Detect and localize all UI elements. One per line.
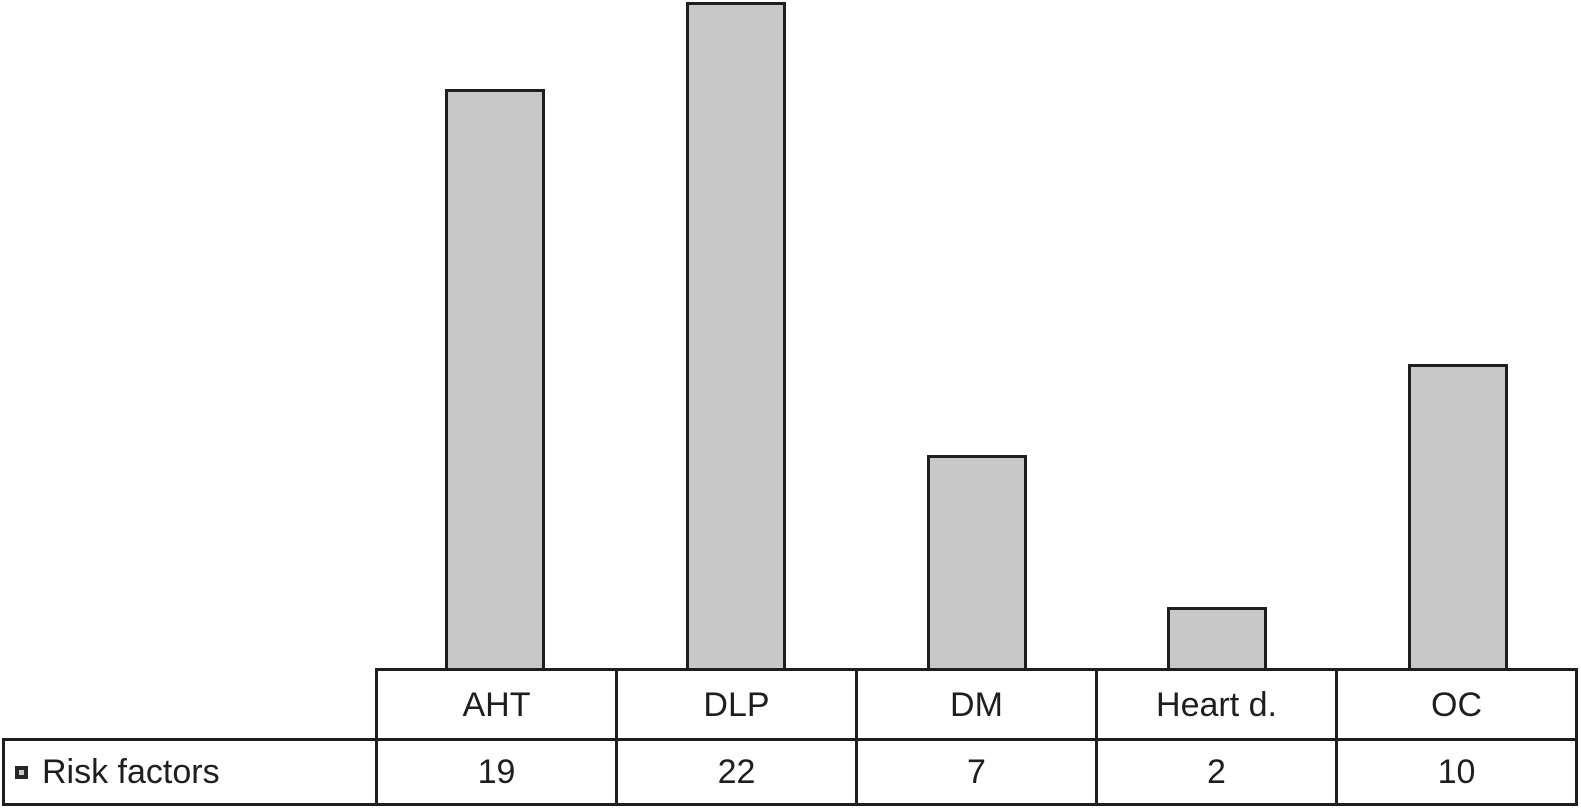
legend-label: Risk factors: [42, 753, 220, 791]
value-cell: 7: [855, 738, 1095, 806]
bar-oc: [1407, 363, 1508, 671]
value-cell: 22: [615, 738, 855, 806]
bar-dm: [926, 454, 1027, 671]
category-header-cell: DM: [855, 668, 1095, 738]
bar-heart-d: [1167, 607, 1268, 671]
value-cell: 19: [375, 738, 615, 806]
category-header-row: AHT DLP DM Heart d. OC: [375, 668, 1578, 738]
data-table-row: Risk factors 19 22 7 2 10: [2, 738, 1578, 806]
category-header-cell: DLP: [615, 668, 855, 738]
value-cell: 2: [1095, 738, 1335, 806]
category-header-cell: AHT: [375, 668, 615, 738]
bar-aht: [445, 89, 546, 671]
legend-cell: Risk factors: [2, 738, 375, 806]
category-header-cell: Heart d.: [1095, 668, 1335, 738]
value-cell: 10: [1335, 738, 1578, 806]
category-header-cell: OC: [1335, 668, 1578, 738]
legend-swatch-icon: [15, 765, 28, 779]
bar-dlp: [685, 2, 786, 671]
